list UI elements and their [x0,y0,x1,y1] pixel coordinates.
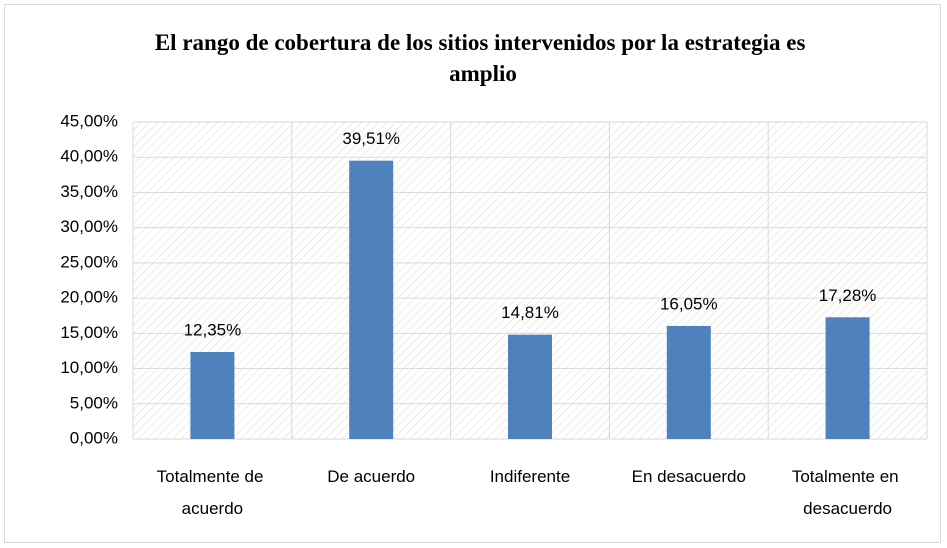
x-tick-label: De acuerdo [327,467,415,486]
y-tick-label: 0,00% [70,428,118,447]
bar [349,160,394,439]
x-tick-label: Totalmente en desacuerdo [792,467,904,518]
data-label: 16,05% [660,294,718,313]
bar [190,352,235,439]
data-label: 39,51% [342,129,400,148]
data-label: 17,28% [819,286,877,305]
bar [666,325,711,439]
bar [508,334,552,439]
y-tick-label: 35,00% [60,182,118,201]
y-tick-label: 45,00% [60,111,118,130]
chart-title: El rango de cobertura de los sitios inte… [155,30,811,86]
data-label: 12,35% [184,320,242,339]
y-tick-label: 25,00% [60,252,118,271]
y-tick-label: 40,00% [60,147,118,166]
x-tick-label: Indiferente [490,467,570,486]
data-label: 14,81% [501,303,559,322]
y-tick-label: 15,00% [60,323,118,342]
y-tick-label: 10,00% [60,358,118,377]
x-tick-label: En desacuerdo [632,467,746,486]
y-tick-label: 5,00% [70,393,118,412]
x-tick-label: Totalmente de acuerdo [157,467,269,518]
bar [825,317,870,439]
y-tick-label: 20,00% [60,288,118,307]
y-tick-label: 30,00% [60,217,118,236]
